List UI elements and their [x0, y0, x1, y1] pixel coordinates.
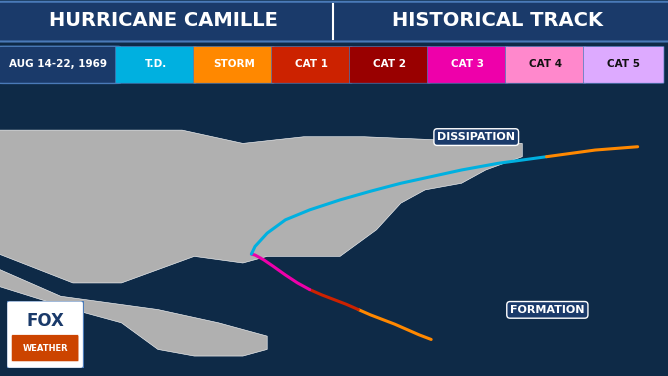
FancyBboxPatch shape [6, 300, 84, 369]
Text: STORM: STORM [213, 59, 255, 69]
FancyBboxPatch shape [583, 47, 664, 83]
Text: FORMATION: FORMATION [510, 305, 584, 315]
Text: T.D.: T.D. [145, 59, 167, 69]
Polygon shape [0, 243, 267, 356]
Text: HISTORICAL TRACK: HISTORICAL TRACK [392, 11, 603, 30]
FancyBboxPatch shape [116, 47, 196, 83]
Text: HURRICANE CAMILLE: HURRICANE CAMILLE [49, 11, 278, 30]
FancyBboxPatch shape [194, 47, 274, 83]
Text: FOX: FOX [26, 312, 64, 330]
Text: CAT 1: CAT 1 [295, 59, 328, 69]
Text: WEATHER: WEATHER [22, 344, 68, 353]
Text: AUG 14-22, 1969: AUG 14-22, 1969 [9, 59, 108, 69]
FancyBboxPatch shape [506, 47, 586, 83]
FancyBboxPatch shape [428, 47, 508, 83]
FancyBboxPatch shape [0, 2, 668, 41]
Text: CAT 2: CAT 2 [373, 59, 406, 69]
FancyBboxPatch shape [271, 47, 352, 83]
Text: CAT 3: CAT 3 [452, 59, 484, 69]
Text: CAT 4: CAT 4 [529, 59, 562, 69]
Polygon shape [0, 130, 522, 283]
FancyBboxPatch shape [349, 47, 430, 83]
Text: CAT 5: CAT 5 [607, 59, 640, 69]
FancyBboxPatch shape [11, 335, 79, 362]
Text: DISSIPATION: DISSIPATION [438, 132, 515, 142]
FancyBboxPatch shape [0, 46, 120, 83]
